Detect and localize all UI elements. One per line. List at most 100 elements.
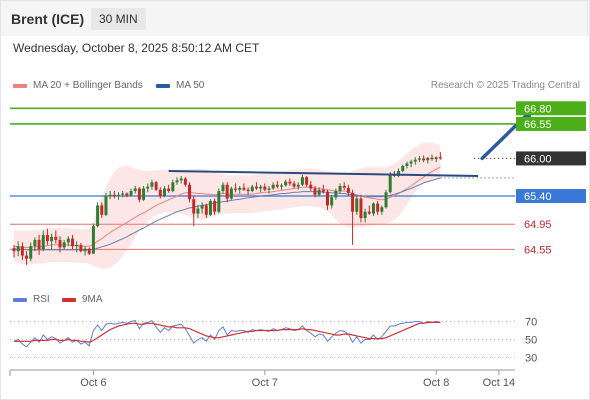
candle-body <box>20 246 24 256</box>
candle-body <box>150 182 154 187</box>
candle-body <box>426 157 430 161</box>
candle-body <box>397 170 401 176</box>
rsi-tick-label: 70 <box>525 317 537 329</box>
candle-body <box>188 184 192 200</box>
candle-body <box>204 205 208 215</box>
candle-body <box>221 184 225 192</box>
legend-ma20: MA 20 + Bollinger Bands <box>13 80 143 91</box>
candle-body <box>192 199 196 214</box>
level-label-65-40: 65.40 <box>524 191 552 203</box>
candle-body <box>359 198 363 218</box>
candle-body <box>104 196 108 215</box>
candle-body <box>413 159 417 162</box>
level-label-66-00-bg <box>516 151 586 166</box>
candle-body <box>321 189 325 192</box>
candle-body <box>16 246 20 252</box>
level-label-64-95: 64.95 <box>524 219 552 231</box>
level-label-66-00: 66.00 <box>524 153 552 165</box>
candle-body <box>41 234 45 250</box>
chart-header-bar: Brent (ICE) 30 MIN <box>0 0 588 36</box>
candle-body <box>371 203 375 214</box>
ma20-label: MA 20 + Bollinger Bands <box>33 80 143 91</box>
candle-body <box>29 246 33 259</box>
x-tick-label: Oct 7 <box>252 377 278 389</box>
level-label-65-40-bg <box>516 189 586 204</box>
level-label-66-80: 66.80 <box>524 103 552 115</box>
resistance-trendline <box>168 169 478 177</box>
candle-body <box>376 203 380 212</box>
candle-body <box>367 211 371 214</box>
candle-body <box>305 177 309 185</box>
candle-body <box>62 242 66 248</box>
candle-body <box>351 192 355 212</box>
legend-rsi: RSI <box>13 294 50 305</box>
candle-body <box>242 187 246 190</box>
candle-body <box>422 158 426 161</box>
candle-body <box>200 205 204 209</box>
candle-body <box>37 239 41 250</box>
candle-body <box>108 194 112 197</box>
candle-body <box>313 188 317 195</box>
candle-body <box>254 186 258 189</box>
candle-body <box>133 188 137 192</box>
ma20-swatch <box>13 83 27 88</box>
legend-9ma: 9MA <box>62 294 103 305</box>
candle-body <box>271 184 275 189</box>
rsi-tick-label: 50 <box>525 335 537 347</box>
candle-body <box>384 192 388 208</box>
candle-body <box>342 186 346 188</box>
candle-body <box>234 188 238 190</box>
copyright-text: Research © 2025 Trading Central <box>430 80 580 91</box>
rsi-swatch <box>13 297 27 302</box>
candle-body <box>401 165 405 171</box>
candle-body <box>213 201 217 212</box>
level-label-66-55: 66.55 <box>524 119 552 131</box>
candle-body <box>284 181 288 186</box>
rsi-tick-label: 30 <box>525 353 537 365</box>
candle-body <box>71 238 75 247</box>
candle-body <box>438 157 442 159</box>
candle-body <box>388 174 392 193</box>
rsi-ma-label: 9MA <box>82 294 103 305</box>
candle-body <box>146 186 150 189</box>
timeframe-badge[interactable]: 30 MIN <box>91 8 146 30</box>
candle-body <box>66 238 70 243</box>
candle-body <box>380 207 384 212</box>
candle-body <box>430 157 434 160</box>
candle-body <box>259 186 263 189</box>
candle-body <box>75 244 79 247</box>
candle-body <box>330 197 334 206</box>
x-tick-label: Oct 8 <box>423 377 449 389</box>
candle-body <box>83 248 87 252</box>
candle-body <box>338 186 342 192</box>
x-tick-label: Oct 14 <box>483 377 515 389</box>
candle-body <box>229 188 233 199</box>
candle-body <box>175 180 179 183</box>
candle-body <box>208 201 212 215</box>
candle-body <box>405 163 409 166</box>
candle-body <box>250 186 254 192</box>
rsi-ma-swatch <box>62 297 76 302</box>
candle-body <box>54 236 58 240</box>
candle-body <box>58 239 62 248</box>
legend-ma50: MA 50 <box>156 80 204 91</box>
candle-body <box>142 188 146 200</box>
candle-body <box>158 189 162 197</box>
candle-body <box>33 239 37 247</box>
candle-body <box>171 182 175 192</box>
candle-body <box>300 177 304 185</box>
candle-body <box>263 186 267 190</box>
candle-body <box>87 248 91 254</box>
candle-body <box>45 234 49 242</box>
candle-body <box>238 187 242 190</box>
level-label-66-55-bg <box>516 116 586 131</box>
instrument-title: Brent (ICE) <box>11 11 85 27</box>
candle-body <box>409 161 413 164</box>
candle-body <box>179 178 183 181</box>
candle-body <box>355 198 359 212</box>
rsi-ma-line <box>14 321 441 343</box>
candle-body <box>183 178 187 185</box>
candle-body <box>434 157 438 160</box>
candle-body <box>326 191 329 206</box>
